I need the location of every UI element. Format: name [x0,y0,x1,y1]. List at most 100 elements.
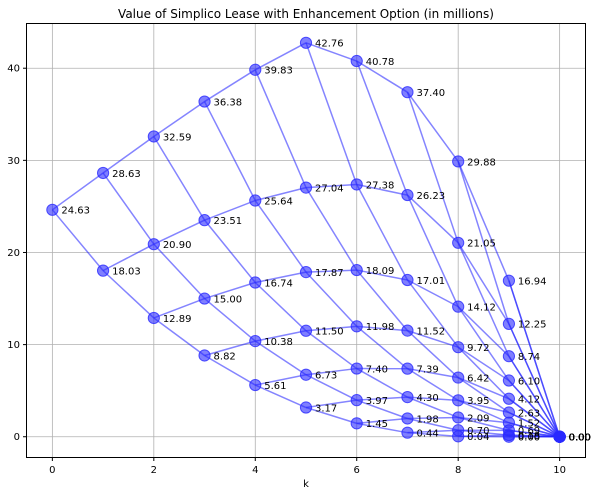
lattice-edge [305,183,357,189]
lattice-edge [204,69,256,103]
lattice-node [46,203,59,216]
node-value-label: 0.00 [569,433,591,444]
lattice-edge [153,243,206,300]
lattice-edge [153,136,206,221]
node-value-label: 21.05 [467,239,496,250]
node-value-label: 9.72 [467,343,489,354]
lattice-node [452,430,465,443]
y-tick-label: 10 [7,340,20,351]
node-value-label: 3.17 [315,403,337,414]
lattice-edge [457,376,510,400]
data-labels: 24.63 28.63 18.03 32.59 20.90 12.89 36.38 23.51… [61,39,591,444]
lattice-edge [254,384,307,409]
node-value-label: 18.03 [112,266,141,277]
lattice-edge [457,161,510,281]
lattice-edge [406,194,459,244]
lattice-edge [457,346,510,382]
lattice-edge [457,242,510,325]
node-value-label: 6.42 [467,373,489,384]
x-tick-label: 0 [49,465,55,476]
y-tick-label: 20 [7,248,20,259]
node-value-label: 26.23 [416,191,445,202]
lattice-edge [407,367,459,379]
lattice-edge [406,91,459,244]
node-value-label: 2.63 [518,408,540,419]
node-value-label: 16.94 [518,276,547,287]
lattice-edge [356,325,408,332]
lattice-edge [356,269,408,281]
lattice-edge [458,399,510,414]
lattice-edge [255,373,307,386]
node-value-label: 10.38 [264,337,293,348]
lattice-edge [356,367,408,398]
lattice-node [350,178,363,191]
y-tick-label: 0 [14,432,20,443]
lattice-edge [305,330,358,370]
node-value-label: 12.89 [163,314,192,325]
node-value-label: 0.00 [569,433,591,444]
lattice-edge [508,422,560,438]
lattice-edge [305,374,358,401]
lattice-node [96,166,110,180]
lattice-edge [356,183,408,196]
lattice-edge [407,368,459,401]
x-axis-label: k [303,479,309,490]
lattice-edge [204,281,256,300]
lattice-node [96,264,110,277]
lattice-node [452,155,465,168]
node-value-label: 0.18 [518,431,540,442]
lattice-node [502,374,516,387]
lattice-edge [204,297,256,342]
y-axis-ticks: 0 10 20 30 40 [7,64,27,443]
lattice-node [198,349,211,362]
lattice-edge [508,355,561,438]
lattice-edge [356,325,408,370]
node-value-label: 0.69 [518,426,540,437]
lattice-edge [102,243,155,272]
lattice-node [502,392,516,405]
lattice-node [198,95,211,108]
lattice-edge [356,269,409,332]
node-value-label: 20.90 [163,240,192,251]
lattice-node [350,362,363,375]
node-value-label: 11.98 [366,322,395,333]
node-value-label: 28.63 [112,169,141,180]
lattice-edge [305,187,358,271]
lattice-node [299,265,313,279]
node-value-label: 4.12 [518,395,540,406]
lattice-edge [356,60,409,196]
node-value-label: 14.12 [467,302,496,313]
lattice-edge [356,422,408,434]
lattice-node [350,54,363,68]
lattice-edge [356,399,408,420]
x-tick-label: 4 [252,465,258,476]
y-tick-label: 40 [7,64,20,75]
lattice-edge [407,417,459,432]
lattice-node [299,368,313,381]
plot-frame [26,23,586,458]
lattice-edge [406,91,459,162]
lattice-edge [457,346,510,400]
node-value-label: 7.40 [366,364,388,375]
lattice-edge [508,380,561,438]
lattice-edge [356,60,408,93]
lattice-node [299,401,313,414]
lattice-node [401,412,414,425]
lattice-edge [203,101,256,201]
x-tick-label: 2 [151,465,157,476]
lattice-node [502,317,516,330]
lattice-node [553,430,566,443]
lattice-node [198,292,211,305]
lattice-node [401,391,414,404]
lattice-edge [305,42,357,62]
lattice-edge [508,323,561,438]
x-tick-label: 8 [455,465,461,476]
x-tick-label: 6 [354,465,360,476]
lattice-edge [153,100,205,138]
lattice-node [401,362,414,375]
lattice-edge [102,135,155,174]
lattice-node [249,335,262,348]
lattice-edge [457,376,510,414]
lattice-node [249,378,262,392]
